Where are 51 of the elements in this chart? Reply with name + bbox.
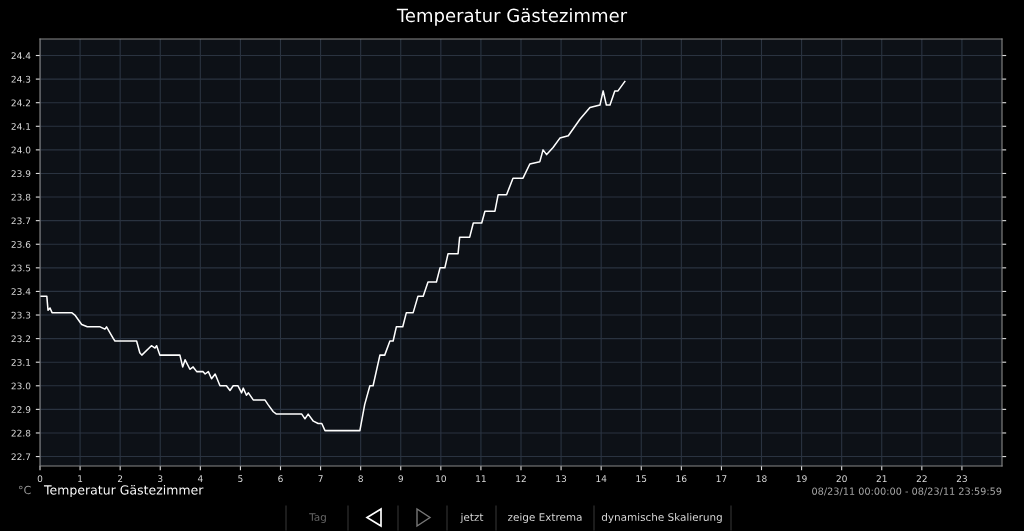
x-tick-label: 6 [278, 475, 283, 483]
x-tick-label: 15 [636, 475, 647, 483]
x-tick-label: 0 [37, 475, 43, 483]
y-tick-label: 22.8 [11, 429, 31, 437]
x-tick-label: 8 [358, 475, 363, 483]
x-tick-label: 5 [238, 475, 243, 483]
y-axis-title: °C [19, 485, 31, 495]
y-tick-label: 23.3 [11, 311, 31, 319]
x-tick-label: 19 [796, 475, 807, 483]
y-tick-label: 22.9 [11, 406, 31, 413]
x-tick-label: 11 [476, 475, 486, 482]
y-tick-label: 23.0 [11, 382, 31, 390]
y-tick-label: 24.2 [11, 99, 31, 107]
x-tick-label: 1 [78, 475, 83, 482]
x-tick-label: 10 [436, 475, 446, 483]
x-tick-label: 22 [916, 475, 927, 482]
text: dynamische Skalierung [601, 512, 722, 524]
x-tick-label: 12 [516, 475, 526, 482]
y-tick-label: 24.0 [11, 146, 31, 154]
y-tick-label: 24.4 [11, 52, 31, 59]
y-tick-label: 23.1 [11, 358, 31, 366]
x-tick-label: 20 [836, 475, 847, 483]
text: Temperatur Gästezimmer [43, 484, 204, 498]
y-tick-label: 23.8 [11, 193, 31, 201]
x-tick-label: 18 [756, 475, 767, 483]
y-tick-label: 22.7 [11, 453, 31, 460]
x-tick-label: 21 [876, 475, 887, 482]
x-tick-label: 9 [398, 475, 403, 483]
text: jetzt [460, 512, 484, 524]
y-tick-label: 23.2 [11, 335, 31, 343]
line-series [40, 80, 626, 432]
y-tick-label: 24.1 [11, 123, 31, 130]
x-tick-label: 23 [956, 475, 967, 483]
y-tick-label: 23.6 [11, 240, 31, 248]
x-tick-label: 7 [318, 475, 323, 482]
text: 08/23/11 00:00:00 - 08/23/11 23:59:59 [812, 487, 1002, 496]
x-tick-label: 16 [676, 475, 687, 483]
x-tick-label: 13 [556, 475, 567, 483]
x-tick-label: 4 [197, 475, 203, 482]
y-tick-label: 23.5 [11, 264, 31, 272]
x-tick-label: 17 [716, 475, 727, 482]
y-tick-label: 23.4 [11, 288, 31, 295]
x-tick-label: 3 [158, 475, 163, 483]
text: Tag [309, 513, 326, 524]
y-tick-label: 23.7 [11, 217, 31, 225]
x-tick-label: 2 [117, 475, 123, 482]
y-tick-label: 24.3 [11, 75, 31, 83]
text: zeige Extrema [507, 512, 582, 524]
y-tick-label: 23.9 [11, 170, 31, 178]
x-tick-label: 14 [596, 475, 607, 482]
chart-title: Temperatur Gästezimmer [396, 8, 628, 26]
